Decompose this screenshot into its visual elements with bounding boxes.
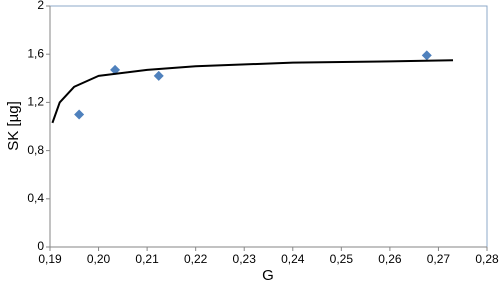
point [421,50,432,61]
x-tick-label: 0,28 [475,252,499,266]
y-tick-label: 1,6 [27,46,44,60]
point [110,64,121,75]
point [153,70,164,81]
y-tick-label: 0 [37,239,44,253]
x-tick-label: 0,27 [427,252,451,266]
y-tick-label: 2 [37,0,44,12]
point [74,109,85,120]
x-tick-label: 0,19 [38,252,62,266]
plot-frame [49,5,488,248]
y-tick-label: 0,8 [27,143,44,157]
x-tick-label: 0,21 [135,252,159,266]
x-tick-label: 0,23 [233,252,257,266]
x-tick-label: 0,24 [281,252,305,266]
fit-line [51,59,454,124]
x-tick-label: 0,20 [87,252,111,266]
x-tick-label: 0,26 [378,252,402,266]
y-tick-label: 1,2 [27,95,44,109]
x-axis-title: G [262,267,274,284]
y-tick-label: 0,4 [27,191,44,205]
x-tick-label: 0,22 [184,252,208,266]
x-tick-label: 0,25 [330,252,354,266]
y-axis-title: SK [µg] [5,101,22,151]
